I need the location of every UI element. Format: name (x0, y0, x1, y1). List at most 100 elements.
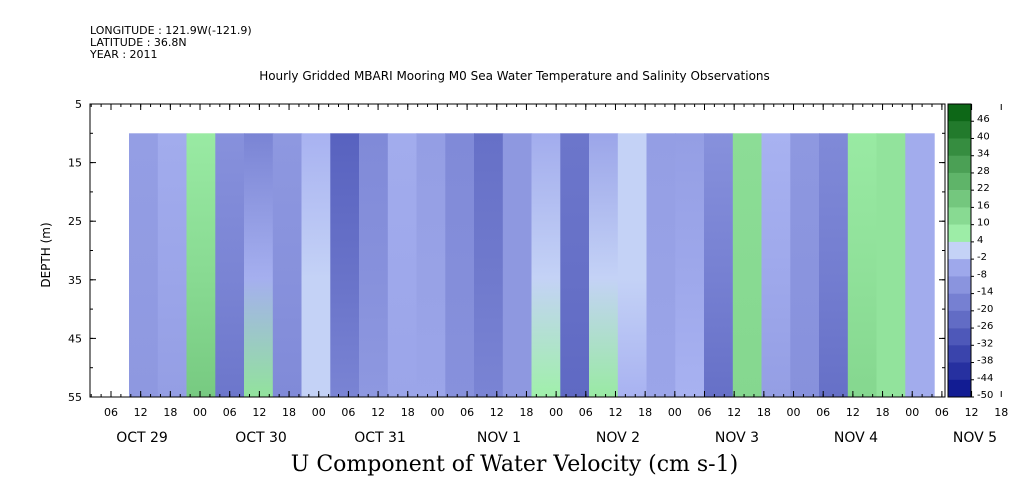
day-label: NOV 3 (715, 430, 759, 446)
y-tick-label: 5 (75, 98, 82, 111)
day-label: NOV 2 (596, 430, 640, 446)
x-tick-label: 06 (698, 406, 712, 419)
heatmap-column (359, 133, 389, 398)
heatmap-column (905, 133, 935, 398)
colorbar-swatch (948, 241, 971, 260)
colorbar-swatch (948, 259, 971, 277)
axes: 5 15 25 35 45 55 06 12 18 00 06 12 18 00 06 12 18 00 06 12 1… (68, 98, 1008, 446)
heatmap-column (531, 133, 561, 398)
colorbar-label: 46 (977, 114, 990, 125)
day-label: NOV 5 (953, 430, 997, 446)
colorbar-swatch (948, 207, 971, 225)
colorbar-swatch (948, 155, 971, 174)
x-tick-label: 06 (579, 406, 593, 419)
colorbar-label: 40 (977, 131, 990, 142)
y-axis-label: DEPTH (m) (39, 222, 53, 287)
x-tick-label: 12 (252, 406, 266, 419)
x-tick-label: 18 (994, 406, 1008, 419)
heatmap-column (215, 133, 245, 398)
x-tick-label: 06 (816, 406, 830, 419)
x-tick-label: 00 (193, 406, 207, 419)
colorbar-swatch (948, 276, 971, 294)
x-tick-label: 12 (727, 406, 741, 419)
x-tick-label: 18 (401, 406, 415, 419)
heatmap-column (502, 133, 533, 398)
heatmap-column (301, 133, 331, 398)
y-tick-label: 25 (68, 215, 82, 228)
heatmap-column (617, 133, 648, 398)
y-tick-label: 35 (68, 274, 82, 287)
colorbar-label: -2 (977, 252, 987, 263)
colorbar-swatch (948, 310, 971, 329)
heatmap-column (790, 133, 820, 398)
heatmap-column (560, 133, 590, 398)
heatmap-column (416, 133, 446, 398)
x-tick-label: 06 (935, 406, 949, 419)
heatmap-column (646, 133, 676, 398)
colorbar-label: 16 (977, 200, 990, 211)
heatmap-column (847, 133, 878, 398)
colorbar-label: 34 (977, 149, 990, 160)
heatmap-column (761, 133, 791, 398)
day-label: NOV 1 (477, 430, 521, 446)
heatmap-column (244, 133, 274, 398)
colorbar-label: 4 (977, 235, 983, 246)
chart-title: Hourly Gridded MBARI Mooring M0 Sea Wate… (259, 69, 770, 83)
heatmap-column (474, 133, 504, 398)
x-tick-label: 06 (460, 406, 474, 419)
colorbar-label: -14 (977, 287, 993, 298)
x-tick-label: 06 (341, 406, 355, 419)
colorbar-swatch (948, 121, 971, 139)
colorbar-label: -26 (977, 321, 993, 332)
colorbar-frame (947, 103, 972, 398)
colorbar-label: -8 (977, 269, 987, 280)
heatmap-column (819, 133, 849, 398)
x-tick-label: 12 (490, 406, 504, 419)
heatmap-column (157, 133, 188, 398)
x-tick-label: 00 (905, 406, 919, 419)
x-tick-label: 12 (608, 406, 622, 419)
colorbar-label: -44 (977, 373, 993, 384)
colorbar-label: 22 (977, 183, 990, 194)
day-label: NOV 4 (834, 430, 878, 446)
colorbar-swatch (948, 190, 971, 208)
chart-caption: U Component of Water Velocity (cm s-1) (290, 452, 739, 477)
x-tick-label: 18 (163, 406, 177, 419)
heatmap-column (387, 133, 418, 398)
heatmap-column (129, 133, 159, 398)
day-label: OCT 29 (116, 430, 168, 446)
colorbar-swatch (948, 224, 971, 243)
x-tick-label: 18 (519, 406, 533, 419)
x-tick-label: 18 (876, 406, 890, 419)
x-tick-label: 12 (371, 406, 385, 419)
colorbar-swatch (948, 293, 971, 312)
y-tick-label: 45 (68, 332, 82, 345)
heatmap-column (589, 133, 619, 398)
x-tick-label: 06 (104, 406, 118, 419)
x-tick-label: 06 (223, 406, 237, 419)
day-label: OCT 31 (354, 430, 406, 446)
x-tick-label: 18 (638, 406, 652, 419)
heatmap-column (186, 133, 216, 398)
heatmap-column (330, 133, 360, 398)
colorbar-swatch (948, 362, 971, 380)
heatmap-column (876, 133, 906, 398)
y-tick-label: 55 (68, 391, 82, 404)
x-tick-label: 00 (430, 406, 444, 419)
x-tick-label: 00 (312, 406, 326, 419)
longitude-label: LONGITUDE : 121.9W(-121.9) (90, 24, 252, 37)
colorbar-label: 10 (977, 218, 990, 229)
colorbar-swatch (948, 172, 971, 191)
colorbar-label: -50 (977, 390, 993, 401)
heatmap-field (129, 133, 935, 398)
heatmap-column (732, 133, 763, 398)
x-tick-label: 12 (965, 406, 979, 419)
day-label: OCT 30 (235, 430, 287, 446)
colorbar-swatch (948, 328, 971, 346)
colorbar-label: -20 (977, 304, 993, 315)
x-tick-label: 12 (134, 406, 148, 419)
colorbar-swatch (948, 138, 971, 156)
heatmap-column (704, 133, 734, 398)
heatmap-column (675, 133, 705, 398)
